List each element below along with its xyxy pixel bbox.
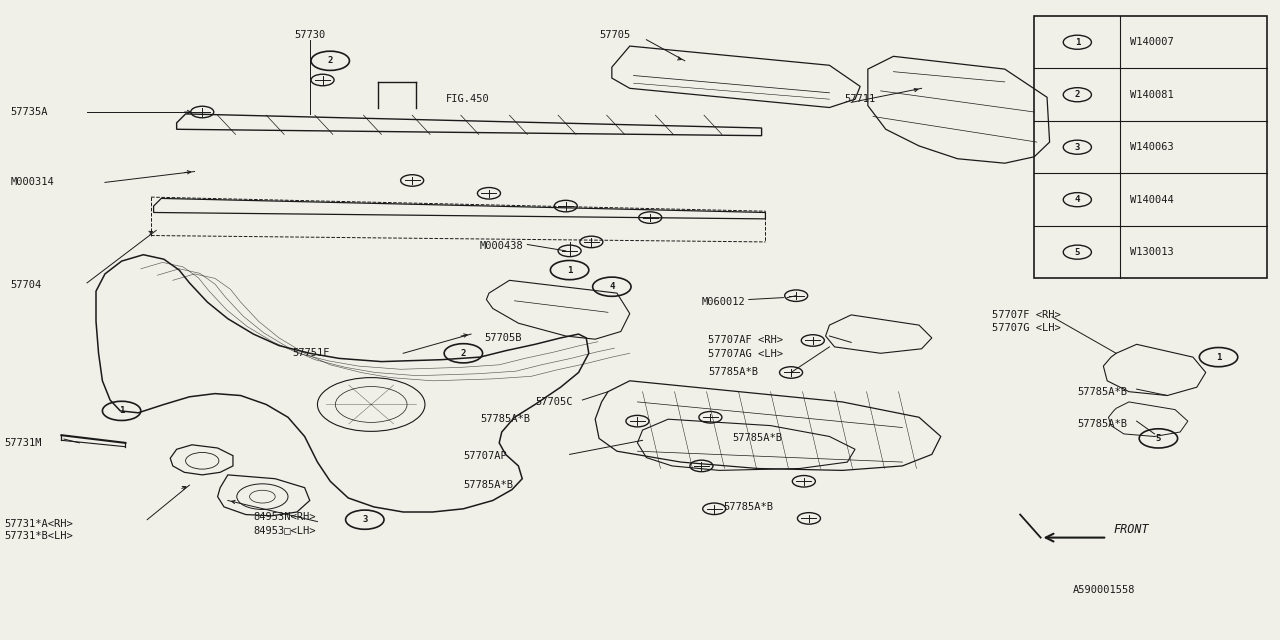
Text: 57731*A<RH>: 57731*A<RH> <box>4 518 73 529</box>
Text: M060012: M060012 <box>701 297 745 307</box>
Text: 57751F: 57751F <box>292 348 329 358</box>
Text: 5: 5 <box>1156 434 1161 443</box>
Text: 1: 1 <box>567 266 572 275</box>
Text: 57735A: 57735A <box>10 107 47 117</box>
Text: 5: 5 <box>1075 248 1080 257</box>
Text: 57785A*B: 57785A*B <box>1078 419 1128 429</box>
Text: A590001558: A590001558 <box>1073 585 1135 595</box>
Text: 57705: 57705 <box>599 30 630 40</box>
Text: W140044: W140044 <box>1130 195 1174 205</box>
Text: 57785A*B: 57785A*B <box>723 502 773 512</box>
Text: 1: 1 <box>1075 38 1080 47</box>
Text: 57730: 57730 <box>294 30 325 40</box>
Text: 57707AG <LH>: 57707AG <LH> <box>708 349 783 359</box>
Text: 4: 4 <box>1075 195 1080 204</box>
Bar <box>1034 16 1267 278</box>
Text: 57705C: 57705C <box>535 397 572 407</box>
Text: 2: 2 <box>328 56 333 65</box>
Text: FIG.450: FIG.450 <box>445 94 489 104</box>
Text: 57704: 57704 <box>10 280 41 290</box>
Text: 57785A*B: 57785A*B <box>1078 387 1128 397</box>
Text: 1: 1 <box>119 406 124 415</box>
Text: 57731M: 57731M <box>4 438 41 448</box>
Text: 1: 1 <box>1216 353 1221 362</box>
Text: W140063: W140063 <box>1130 142 1174 152</box>
Text: 3: 3 <box>1075 143 1080 152</box>
Text: 57711: 57711 <box>845 94 876 104</box>
Text: FRONT: FRONT <box>1114 523 1149 536</box>
Text: 57785A*B: 57785A*B <box>732 433 782 444</box>
Text: 2: 2 <box>1075 90 1080 99</box>
Text: 57785A*B: 57785A*B <box>463 480 513 490</box>
Text: W140081: W140081 <box>1130 90 1174 100</box>
Text: 57707AP: 57707AP <box>463 451 507 461</box>
Text: M000314: M000314 <box>10 177 54 188</box>
Text: 57707AF <RH>: 57707AF <RH> <box>708 335 783 346</box>
Text: W140007: W140007 <box>1130 37 1174 47</box>
Text: 4: 4 <box>609 282 614 291</box>
Text: 57707G <LH>: 57707G <LH> <box>992 323 1061 333</box>
Text: W130013: W130013 <box>1130 247 1174 257</box>
Text: 2: 2 <box>461 349 466 358</box>
Text: 57705B: 57705B <box>484 333 521 343</box>
Text: 57785A*B: 57785A*B <box>708 367 758 378</box>
Text: 57731*B<LH>: 57731*B<LH> <box>4 531 73 541</box>
Text: 57785A*B: 57785A*B <box>480 413 530 424</box>
Text: M000438: M000438 <box>480 241 524 252</box>
Text: 57707F <RH>: 57707F <RH> <box>992 310 1061 320</box>
Text: 84953□<LH>: 84953□<LH> <box>253 525 316 535</box>
Text: 3: 3 <box>362 515 367 524</box>
Text: 84953N<RH>: 84953N<RH> <box>253 512 316 522</box>
